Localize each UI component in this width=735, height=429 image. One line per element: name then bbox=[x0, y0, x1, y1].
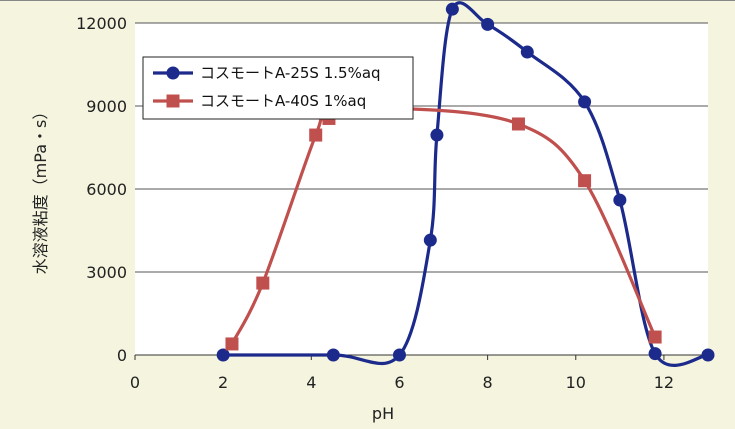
x-tick-label: 10 bbox=[566, 373, 586, 392]
y-tick-label: 0 bbox=[117, 346, 127, 365]
x-tick-label: 0 bbox=[130, 373, 140, 392]
y-tick-label: 6000 bbox=[86, 180, 127, 199]
data-point-square bbox=[256, 276, 270, 290]
data-point-circle bbox=[613, 193, 627, 207]
x-axis-title: pH bbox=[372, 404, 394, 423]
x-tick-label: 6 bbox=[394, 373, 404, 392]
data-point-circle bbox=[216, 348, 230, 362]
data-point-circle bbox=[578, 95, 592, 109]
data-point-square bbox=[225, 337, 239, 351]
series-1 bbox=[216, 1, 715, 367]
y-tick-label: 12000 bbox=[76, 14, 127, 33]
data-point-circle bbox=[648, 347, 662, 361]
legend-marker-circle bbox=[166, 66, 180, 80]
data-point-square bbox=[648, 330, 662, 344]
legend-label: コスモートA-40S 1%aq bbox=[200, 92, 366, 110]
data-point-square bbox=[309, 128, 323, 142]
data-point-circle bbox=[701, 348, 715, 362]
x-tick-label: 4 bbox=[306, 373, 316, 392]
legend-marker-square bbox=[166, 94, 180, 108]
data-point-circle bbox=[392, 348, 406, 362]
y-axis-title: 水溶液粘度（mPa・s） bbox=[31, 104, 50, 275]
data-point-circle bbox=[445, 2, 459, 16]
series-line bbox=[223, 1, 709, 367]
data-point-circle bbox=[430, 128, 444, 142]
data-point-circle bbox=[481, 17, 495, 31]
x-tick-label: 12 bbox=[654, 373, 674, 392]
x-tick-label: 2 bbox=[218, 373, 228, 392]
data-point-circle bbox=[326, 348, 340, 362]
y-tick-label: 9000 bbox=[86, 97, 127, 116]
x-tick-label: 8 bbox=[483, 373, 493, 392]
legend: コスモートA-25S 1.5%aq コスモートA-40S 1%aq bbox=[142, 56, 414, 120]
data-point-square bbox=[578, 174, 592, 188]
legend-label: コスモートA-25S 1.5%aq bbox=[200, 64, 381, 82]
y-tick-label: 3000 bbox=[86, 263, 127, 282]
data-point-circle bbox=[520, 45, 534, 59]
data-point-circle bbox=[423, 233, 437, 247]
data-point-square bbox=[511, 117, 525, 131]
legend-box bbox=[142, 56, 414, 120]
